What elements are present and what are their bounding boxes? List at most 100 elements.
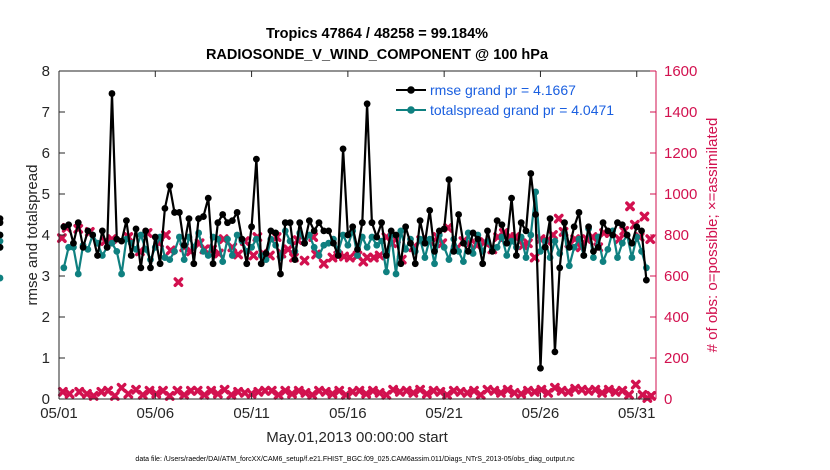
rmse-point-77 <box>431 248 438 255</box>
rmse-point-12 <box>118 237 125 245</box>
spread-point-105 <box>565 262 573 270</box>
rmse-point-41 <box>257 260 265 268</box>
y-right-tick-label-1: 200 <box>664 350 689 367</box>
spread-point-53 <box>315 252 323 259</box>
spread-point-40 <box>252 235 260 243</box>
rmse-point-68 <box>387 227 395 235</box>
x-tick-label-0: 05/01 <box>40 405 78 422</box>
obs-assimilated-low-marker-79 <box>597 387 607 398</box>
spread-point-25 <box>180 256 188 263</box>
y-right-tick-label-4: 800 <box>664 227 689 244</box>
obs-assimilated-low-marker-13 <box>151 388 162 399</box>
ticks-layer: 05/01 05/06 05/11 05/16 05/21 05/26 05/31 0 1 2 3 4… <box>40 63 697 422</box>
y-left-tick-label-4: 4 <box>42 227 50 244</box>
obs-assimilated-high-marker-86 <box>639 211 650 222</box>
obs-assimilated-low-marker-38 <box>320 386 331 397</box>
rmse-point-74 <box>416 217 424 225</box>
obs-assimilated-high-marker-39 <box>344 252 355 263</box>
obs-assimilated-high-marker-83 <box>625 201 635 212</box>
spread-point-96 <box>522 254 530 261</box>
y-left-tick-label-5: 5 <box>42 186 50 203</box>
spread-point-12 <box>118 270 125 278</box>
obs-assimilated-low-marker-56 <box>442 390 452 400</box>
obs-assimilated-low-marker-24 <box>226 390 237 400</box>
obs-assimilated-low-marker-36 <box>307 390 318 400</box>
obs-assimilated-low-marker-48 <box>388 384 399 395</box>
rmse-point-91 <box>498 221 506 229</box>
rmse-point-110 <box>590 248 597 255</box>
rmse-point-125 <box>0 243 4 251</box>
rmse-point-82 <box>455 211 463 218</box>
rmse-point-26 <box>185 215 193 223</box>
obs-assimilated-low-marker-83 <box>624 390 634 400</box>
obs-assimilated-low-marker-65 <box>502 384 513 395</box>
obs-assimilated-high-marker-32 <box>299 255 310 266</box>
spread-point-116 <box>618 239 626 247</box>
y-left-tick-label-3: 3 <box>42 268 50 285</box>
obs-assimilated-low-marker-18 <box>186 385 196 396</box>
obs-assimilated-low-marker-31 <box>273 390 284 400</box>
obs-assimilated-low-marker-45 <box>368 385 378 396</box>
rmse-point-73 <box>411 260 419 268</box>
y-right-tick-label-2: 400 <box>664 309 689 326</box>
obs-assimilated-low-marker-4 <box>88 391 99 401</box>
rmse-point-20 <box>156 260 164 268</box>
rmse-point-9 <box>103 243 111 251</box>
rmse-point-102 <box>551 348 559 356</box>
obs-assimilated-low-marker-59 <box>462 387 473 398</box>
rmse-point-112 <box>599 219 607 227</box>
obs-assimilated-low-marker-16 <box>172 385 183 396</box>
rmse-point-36 <box>233 209 241 216</box>
obs-assimilated-low-marker-53 <box>421 388 432 399</box>
obs-assimilated-low-marker-35 <box>300 387 311 398</box>
rmse-point-8 <box>98 227 106 235</box>
legend-spread-marker <box>407 106 415 114</box>
rmse-point-42 <box>262 250 270 257</box>
spread-point-35 <box>228 252 236 259</box>
obs-assimilated-low-marker-9 <box>123 388 134 399</box>
spread-point-30 <box>204 252 212 259</box>
rmse-point-22 <box>166 182 174 190</box>
rmse-point-97 <box>527 170 535 177</box>
obs-assimilated-low-marker-67 <box>516 388 527 399</box>
rmse-point-47 <box>286 219 294 227</box>
rmse-point-39 <box>248 223 255 231</box>
obs-assimilated-low-marker-7 <box>109 391 120 401</box>
spread-point-113 <box>604 245 612 253</box>
spread-point-67 <box>382 268 390 276</box>
y-right-tick-label-8: 1600 <box>664 63 697 80</box>
rmse-point-103 <box>556 264 564 272</box>
rmse-point-5 <box>84 227 92 235</box>
rmse-series <box>0 90 650 372</box>
y-right-tick-label-5: 1000 <box>664 186 697 203</box>
spread-point-11 <box>113 248 121 255</box>
obs-assimilated-high-marker-0 <box>56 233 67 243</box>
spread-point-76 <box>426 235 434 243</box>
obs-assimilated-low-marker-72 <box>549 382 560 393</box>
obs-assimilated-high-marker-87 <box>645 234 656 244</box>
data-file-footnote: data file: /Users/raeder/DAI/ATM_forcXX/… <box>135 456 575 463</box>
spread-point-36 <box>233 231 241 239</box>
obs-assimilated-low-marker-39 <box>327 388 338 399</box>
obs-assimilated-low-marker-43 <box>354 385 365 396</box>
spread-point-3 <box>74 270 82 278</box>
obs-assimilated-low-marker-29 <box>260 385 270 396</box>
obs-assimilated-low-marker-52 <box>415 384 425 395</box>
rmse-point-59 <box>344 231 352 239</box>
spread-point-59 <box>344 241 352 249</box>
rmse-point-58 <box>339 145 347 153</box>
rmse-point-84 <box>464 248 472 255</box>
rmse-point-92 <box>503 239 511 247</box>
spread-point-112 <box>599 258 607 266</box>
obs-assimilated-low-marker-15 <box>164 391 175 401</box>
legend-rmse-marker <box>407 86 415 94</box>
spread-point-63 <box>363 243 371 251</box>
obs-assimilated-low-marker-44 <box>361 388 372 399</box>
obs-assimilated-low-marker-51 <box>408 387 419 398</box>
rmse-point-88 <box>484 227 491 235</box>
spread-point-70 <box>397 227 405 235</box>
rmse-point-118 <box>628 239 636 247</box>
obs-assimilated-low-marker-30 <box>266 385 277 396</box>
rmse-point-46 <box>281 219 289 227</box>
y-axis-right-label: # of obs: o=possible; ×=assimilated <box>704 118 721 353</box>
